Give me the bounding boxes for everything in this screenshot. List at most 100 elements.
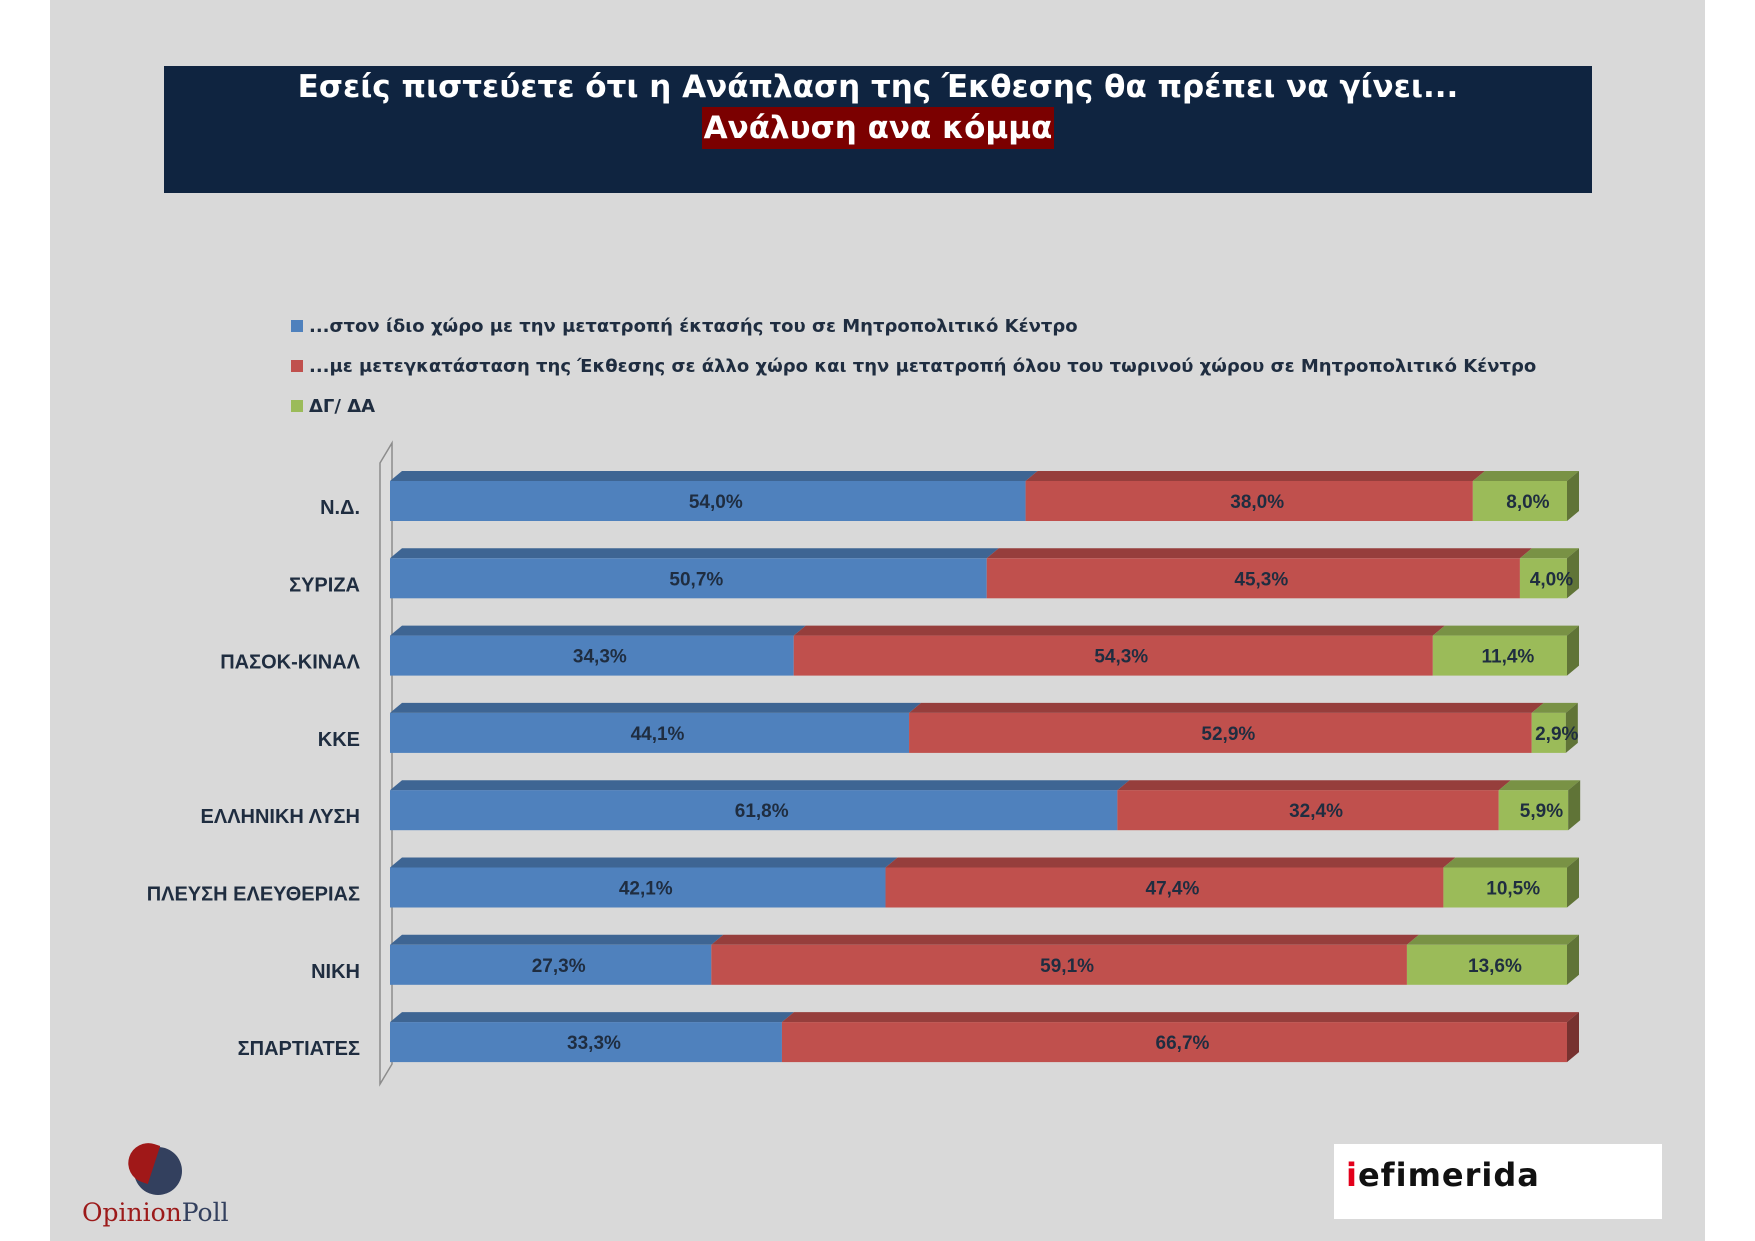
bar-top-face — [1519, 548, 1579, 559]
legend-swatch-red — [291, 360, 303, 372]
data-label: 52,9% — [1201, 724, 1255, 745]
opinionpoll-logo-text-2: Poll — [181, 1198, 229, 1227]
data-label: 2,9% — [1535, 724, 1578, 745]
category-label: ΣΥΡΙΖΑ — [289, 574, 360, 596]
bar-segment — [986, 558, 1520, 599]
data-label: 27,3% — [532, 956, 586, 977]
bar-segment — [390, 712, 910, 753]
bar-top-face — [1498, 780, 1581, 791]
data-label: 59,1% — [1040, 956, 1094, 977]
bar-side-face — [1565, 702, 1578, 753]
bar-segment — [909, 712, 1532, 753]
iefimerida-logo: iefimerida — [1334, 1144, 1662, 1219]
data-label: 54,3% — [1094, 647, 1148, 668]
chart-axis-wall — [379, 440, 393, 1087]
bar-top-face — [1432, 625, 1579, 636]
category-label: ΠΛΕΥΣΗ ΕΛΕΥΘΕΡΙΑΣ — [147, 884, 360, 906]
bar-segment — [1432, 635, 1567, 676]
legend-swatch-blue — [291, 320, 303, 332]
data-label: 54,0% — [689, 492, 743, 513]
data-label: 32,4% — [1289, 801, 1343, 822]
bar-segment — [1117, 790, 1499, 831]
bar-segment — [390, 558, 987, 599]
bar-top-face — [986, 548, 1532, 559]
bar-top-face — [390, 702, 922, 713]
bar-top-face — [390, 857, 898, 868]
category-label: ΝΙΚΗ — [311, 961, 360, 983]
data-label: 44,1% — [631, 724, 685, 745]
data-label: 10,5% — [1486, 879, 1540, 900]
bar-top-face — [390, 471, 1038, 481]
opinionpoll-logo: OpinionPoll — [78, 1137, 238, 1240]
bar-top-face — [1531, 702, 1578, 713]
bar-top-face — [711, 934, 1419, 945]
bar-segment — [390, 481, 1026, 521]
data-label: 13,6% — [1468, 956, 1522, 977]
bar-side-face — [1567, 857, 1579, 908]
data-label: 61,8% — [735, 801, 789, 822]
bar-segment — [390, 867, 886, 908]
category-label: ΠΑΣΟΚ-ΚΙΝΑΛ — [220, 652, 360, 674]
bar-segment — [390, 635, 794, 676]
bar-segment — [1498, 790, 1569, 831]
bar-side-face — [1568, 780, 1581, 831]
bar-top-face — [1443, 857, 1579, 868]
bar-side-face — [1567, 625, 1579, 676]
legend-label: ...με μετεγκατάσταση της Έκθεσης σε άλλο… — [309, 355, 1537, 377]
bar-segment — [885, 867, 1444, 908]
category-label: Ν.Δ. — [320, 497, 360, 519]
bar-top-face — [390, 625, 806, 636]
data-label: 38,0% — [1230, 492, 1284, 513]
bar-top-face — [390, 780, 1130, 791]
bar-segment — [781, 1022, 1567, 1063]
legend-item-same-site: ...στον ίδιο χώρο με την μετατροπή έκτασ… — [291, 306, 1536, 346]
bar-top-face — [885, 857, 1456, 868]
bar-segment — [390, 944, 712, 985]
data-label: 34,3% — [573, 647, 627, 668]
data-label: 11,4% — [1481, 647, 1534, 668]
data-label: 5,9% — [1520, 801, 1563, 822]
bar-segment — [1025, 481, 1473, 521]
bar-top-face — [1472, 471, 1579, 481]
data-label: 47,4% — [1146, 879, 1200, 900]
bar-top-face — [793, 625, 1445, 636]
iefimerida-logo-text-2: efimerida — [1357, 1156, 1540, 1194]
chart-title: Εσείς πιστεύετε ότι η Ανάπλαση της Έκθεσ… — [297, 69, 1459, 105]
title-banner: Εσείς πιστεύετε ότι η Ανάπλαση της Έκθεσ… — [164, 66, 1592, 193]
data-label: 66,7% — [1156, 1033, 1210, 1054]
chart-subtitle: Ανάλυση ανα κόμμα — [701, 107, 1055, 149]
bar-segment — [1472, 481, 1567, 521]
bar-top-face — [390, 934, 724, 945]
bar-top-face — [1025, 471, 1485, 481]
chart-legend: ...στον ίδιο χώρο με την μετατροπή έκτασ… — [291, 306, 1536, 426]
data-label: 42,1% — [619, 879, 673, 900]
iefimerida-logo-text-1: i — [1346, 1156, 1358, 1194]
bar-segment — [1519, 558, 1567, 599]
bar-top-face — [909, 702, 1544, 713]
bar-side-face — [1567, 1012, 1579, 1063]
data-label: 33,3% — [567, 1033, 621, 1054]
legend-label: ...στον ίδιο χώρο με την μετατροπή έκτασ… — [309, 315, 1078, 337]
bar-segment — [793, 635, 1433, 676]
legend-swatch-green — [291, 400, 303, 412]
bar-top-face — [390, 548, 999, 559]
bar-side-face — [1567, 934, 1579, 985]
bar-segment — [1406, 944, 1567, 985]
opinionpoll-logo-text-1: Opinion — [82, 1198, 182, 1227]
legend-item-dk-na: ΔΓ/ ΔΑ — [291, 386, 1536, 426]
bar-segment — [1531, 712, 1566, 753]
bar-side-face — [1567, 548, 1579, 599]
data-label: 8,0% — [1506, 492, 1549, 513]
legend-item-relocation: ...με μετεγκατάσταση της Έκθεσης σε άλλο… — [291, 346, 1536, 386]
bar-top-face — [781, 1012, 1579, 1023]
bar-segment — [1443, 867, 1567, 908]
category-label: ΚΚΕ — [318, 729, 360, 751]
bar-top-face — [1406, 934, 1579, 945]
bar-segment — [390, 790, 1118, 831]
category-label: ΣΠΑΡΤΙΑΤΕΣ — [238, 1038, 360, 1060]
bar-top-face — [390, 1012, 794, 1023]
category-label: ΕΛΛΗΝΙΚΗ ΛΥΣΗ — [201, 806, 360, 828]
bar-top-face — [1117, 780, 1511, 791]
bar-segment — [711, 944, 1407, 985]
